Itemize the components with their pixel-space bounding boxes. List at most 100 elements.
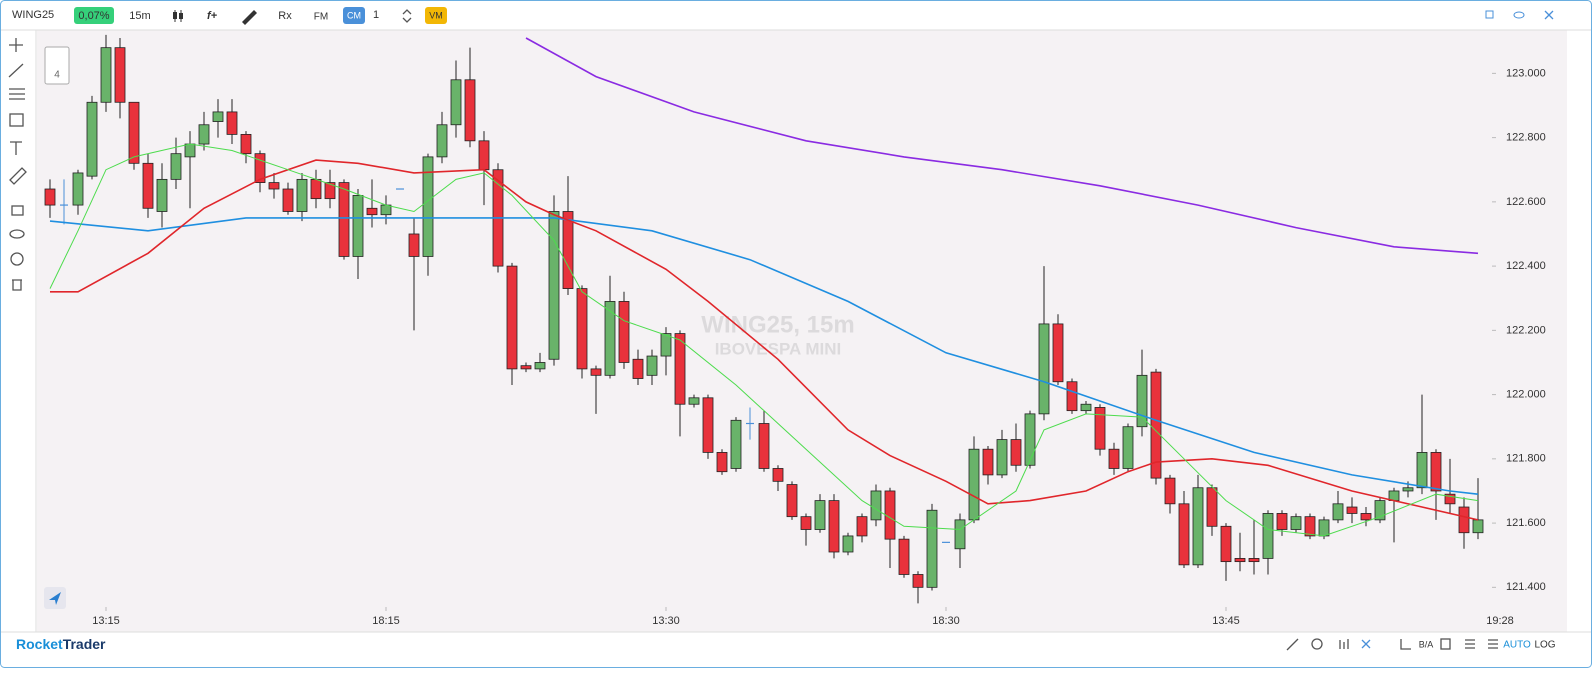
candle-body <box>1164 477 1176 505</box>
cm-button[interactable]: CM <box>347 10 361 20</box>
change: 0,07% <box>78 10 109 22</box>
y-tick-label: 121.800 <box>1506 453 1546 465</box>
candle-body <box>184 143 196 158</box>
candle-body <box>758 423 770 469</box>
candle-body <box>548 211 560 360</box>
candle-body <box>44 188 56 206</box>
bars-button[interactable] <box>1339 639 1349 649</box>
link-icon[interactable] <box>1513 11 1525 19</box>
help-tool[interactable] <box>10 252 24 266</box>
candle-body <box>1318 519 1330 537</box>
timeframe[interactable]: 15m <box>129 10 150 22</box>
menu-button[interactable] <box>1488 639 1498 649</box>
layout-icon[interactable] <box>1485 10 1494 19</box>
candle-body <box>156 178 168 212</box>
candle-body <box>86 101 98 177</box>
log-button[interactable]: LOG <box>1534 640 1555 651</box>
candle-body <box>1374 500 1386 521</box>
candle-body <box>296 178 308 212</box>
candle-body <box>1248 558 1260 563</box>
x-tick-label: 13:45 <box>1212 615 1240 627</box>
candle-body <box>226 111 238 135</box>
zoom-button[interactable] <box>1311 638 1323 650</box>
close-icon[interactable] <box>1544 10 1554 20</box>
candle-body <box>1458 506 1470 534</box>
x-tick-label: 13:15 <box>92 615 120 627</box>
line-tool[interactable] <box>8 63 24 78</box>
candle-body <box>604 301 616 376</box>
symbol[interactable]: WING25 <box>12 9 54 21</box>
candle-body <box>772 468 784 482</box>
candle-body <box>1290 516 1302 530</box>
axis-button[interactable] <box>1400 639 1411 650</box>
book-button[interactable] <box>1440 638 1451 650</box>
candle-body <box>786 484 798 518</box>
brand-trader: Trader <box>63 636 106 652</box>
candle-body <box>646 355 658 376</box>
y-tick-label: 122.200 <box>1506 324 1546 336</box>
fib-tool[interactable] <box>9 88 25 100</box>
moving-average <box>49 217 1479 495</box>
candle-body <box>1052 323 1064 383</box>
visibility-tool[interactable] <box>9 229 25 239</box>
candle-body <box>142 162 154 209</box>
candle-body <box>366 207 378 216</box>
text-tool[interactable] <box>10 141 22 155</box>
fm-button[interactable]: FM <box>314 12 328 23</box>
candle-body <box>422 156 434 257</box>
indicator-panel[interactable] <box>44 46 70 85</box>
candle-body <box>1178 503 1190 566</box>
candle-body <box>72 172 84 206</box>
vm-badge <box>425 7 447 24</box>
candle-body <box>380 204 392 216</box>
shape-tool[interactable] <box>9 113 24 127</box>
pencil-icon[interactable] <box>242 10 257 25</box>
y-tick-label: 122.600 <box>1506 196 1546 208</box>
indicator-button[interactable]: f+ <box>207 10 218 22</box>
candle-body <box>912 574 924 588</box>
candle-body <box>1192 487 1204 566</box>
list-button[interactable] <box>1465 639 1475 649</box>
candle-body <box>352 195 364 257</box>
drawing-tools: 4 <box>8 38 70 609</box>
watermark-sub: IBOVESPA MINI <box>715 339 842 358</box>
candle-body <box>590 368 602 376</box>
candle-body <box>534 362 546 370</box>
brand: RocketTrader <box>16 636 106 652</box>
quantity[interactable]: 1 <box>373 9 379 21</box>
candle-body <box>702 397 714 453</box>
ruler-tool[interactable] <box>9 167 27 185</box>
current-time: 19:28 <box>1486 615 1514 627</box>
candle-body <box>1122 426 1134 469</box>
crosshair-tool[interactable] <box>9 38 23 52</box>
cm-badge <box>343 7 365 24</box>
candle-body <box>1360 513 1372 521</box>
lock-tool[interactable] <box>11 205 24 216</box>
candle-body <box>996 439 1008 476</box>
candle-icon[interactable] <box>173 10 183 22</box>
y-tick-label: 121.600 <box>1506 517 1546 529</box>
candle-body <box>660 333 672 357</box>
ba-button[interactable]: B/A <box>1419 639 1434 649</box>
reset-button[interactable]: Rx <box>278 10 292 22</box>
candle-body <box>506 265 518 370</box>
candle-body <box>436 124 448 158</box>
ruler-button[interactable] <box>1286 638 1299 651</box>
vm-button[interactable]: VM <box>429 10 443 20</box>
candle-body <box>1472 519 1484 534</box>
candle-body <box>408 233 420 257</box>
candle-body <box>618 301 630 363</box>
candle-body <box>254 153 266 183</box>
auto-button[interactable]: AUTO <box>1503 640 1531 651</box>
candle-body <box>1080 403 1092 412</box>
candle-body <box>198 124 210 145</box>
candle-body <box>1220 525 1232 563</box>
plot: 121.400 121.600 121.800 122.000 122.200 122.4… <box>44 34 1546 627</box>
candle-body <box>100 47 112 103</box>
brand-rocket: Rocket <box>16 636 63 652</box>
crosshair-button[interactable] <box>1361 639 1371 649</box>
candle-body <box>828 500 840 553</box>
delete-tool[interactable] <box>12 279 22 291</box>
candle-body <box>520 365 532 370</box>
quantity-stepper[interactable] <box>402 9 412 23</box>
